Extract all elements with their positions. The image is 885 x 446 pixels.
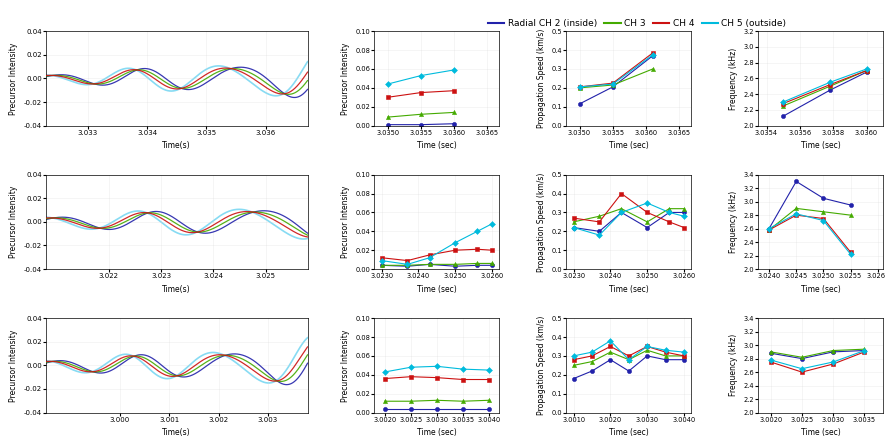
X-axis label: Time (sec): Time (sec) <box>609 428 649 437</box>
Legend: Radial CH 2 (inside), CH 3, CH 4, CH 5 (outside): Radial CH 2 (inside), CH 3, CH 4, CH 5 (… <box>484 16 790 32</box>
Y-axis label: Precursor Intensity: Precursor Intensity <box>9 42 19 115</box>
Y-axis label: Propagation Speed (km/s): Propagation Speed (km/s) <box>537 172 546 272</box>
Y-axis label: Frequency (kHz): Frequency (kHz) <box>729 47 738 110</box>
Y-axis label: Frequency (kHz): Frequency (kHz) <box>729 334 738 396</box>
X-axis label: Time(s): Time(s) <box>163 285 191 294</box>
Y-axis label: Precursor Intensity: Precursor Intensity <box>341 329 350 401</box>
Y-axis label: Precursor Intensity: Precursor Intensity <box>341 186 350 258</box>
Y-axis label: Frequency (kHz): Frequency (kHz) <box>729 191 738 253</box>
X-axis label: Time (sec): Time (sec) <box>801 141 841 150</box>
Y-axis label: Precursor Intensity: Precursor Intensity <box>341 42 350 115</box>
Y-axis label: Propagation Speed (km/s): Propagation Speed (km/s) <box>537 29 546 128</box>
Y-axis label: Precursor Intensity: Precursor Intensity <box>9 186 19 258</box>
X-axis label: Time (sec): Time (sec) <box>417 428 457 437</box>
X-axis label: Time (sec): Time (sec) <box>609 141 649 150</box>
X-axis label: Time(s): Time(s) <box>163 428 191 437</box>
X-axis label: Time (sec): Time (sec) <box>801 285 841 294</box>
X-axis label: Time (sec): Time (sec) <box>609 285 649 294</box>
Y-axis label: Propagation Speed (km/s): Propagation Speed (km/s) <box>537 316 546 415</box>
X-axis label: Time (sec): Time (sec) <box>417 285 457 294</box>
Y-axis label: Precursor Intensity: Precursor Intensity <box>9 329 19 401</box>
X-axis label: Time (sec): Time (sec) <box>801 428 841 437</box>
X-axis label: Time (sec): Time (sec) <box>417 141 457 150</box>
X-axis label: Time(s): Time(s) <box>163 141 191 150</box>
